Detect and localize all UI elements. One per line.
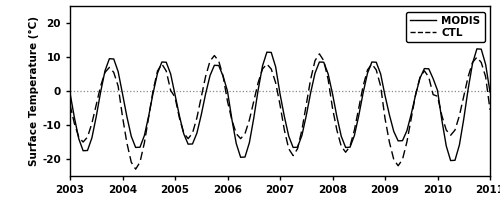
Line: MODIS: MODIS xyxy=(70,49,490,160)
MODIS xyxy=(308,92,314,94)
CTL xyxy=(316,53,322,55)
CTL xyxy=(181,132,187,134)
MODIS xyxy=(67,92,73,94)
CTL xyxy=(400,158,406,161)
MODIS xyxy=(80,149,86,152)
CTL xyxy=(487,109,493,111)
MODIS xyxy=(487,91,493,93)
CTL xyxy=(98,85,103,87)
CTL xyxy=(132,168,138,170)
CTL xyxy=(312,59,318,62)
Line: CTL: CTL xyxy=(70,54,490,169)
MODIS xyxy=(98,91,103,93)
MODIS xyxy=(176,114,182,117)
MODIS xyxy=(277,92,283,95)
Legend: MODIS, CTL: MODIS, CTL xyxy=(406,12,485,42)
Y-axis label: Surface Temperature (°C): Surface Temperature (°C) xyxy=(30,16,40,166)
CTL xyxy=(282,129,288,131)
MODIS xyxy=(448,159,454,162)
CTL xyxy=(80,141,86,143)
MODIS xyxy=(391,130,397,133)
CTL xyxy=(67,103,73,106)
MODIS xyxy=(474,48,480,50)
